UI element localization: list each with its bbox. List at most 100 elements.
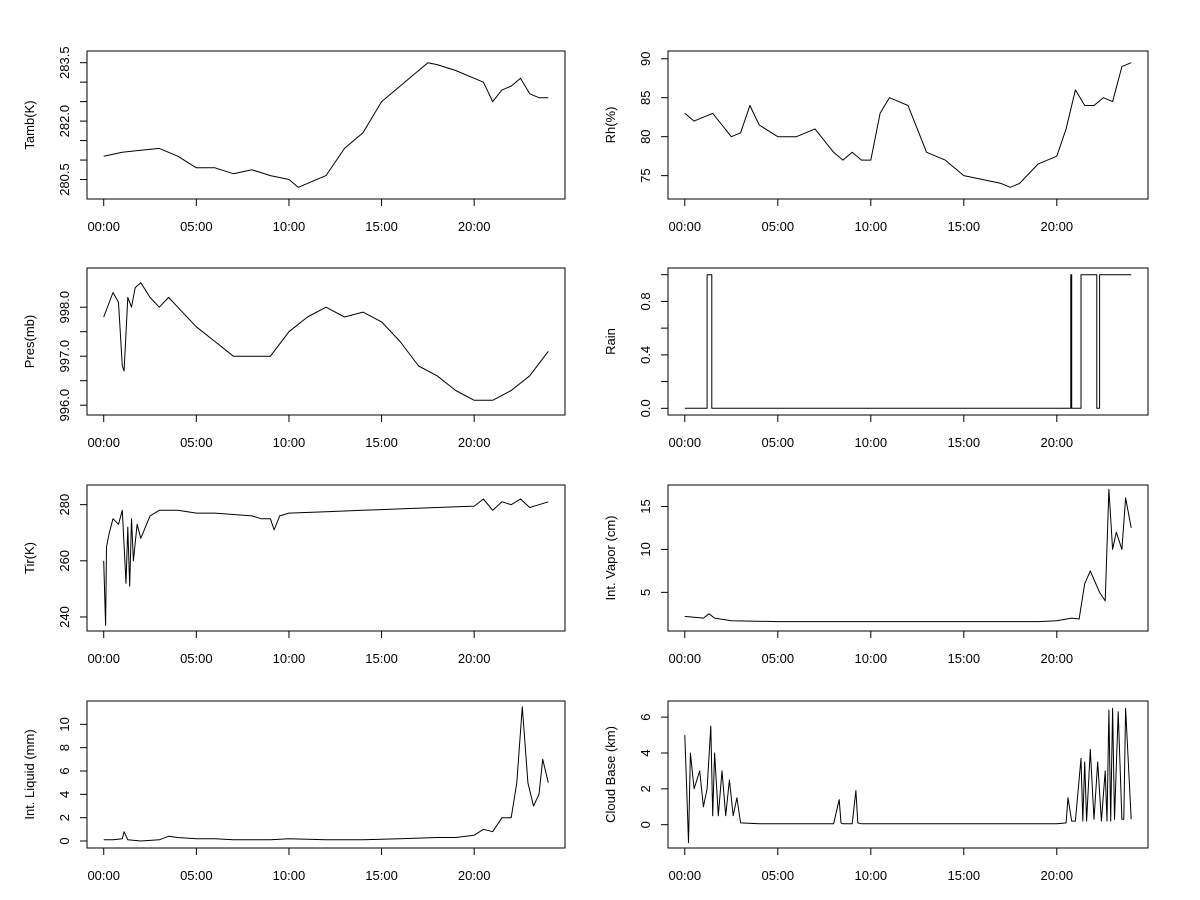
chart-panel-7: 00:00 05:00 10:00 15:00 20:00 0 2 4 6 8 10 Int. Liq… bbox=[22, 700, 566, 883]
x-tick-label: 05:00 bbox=[762, 651, 795, 666]
x-tick-label: 20:00 bbox=[458, 868, 491, 883]
x-tick-label: 10:00 bbox=[855, 868, 888, 883]
x-tick-label: 20:00 bbox=[458, 651, 491, 666]
x-tick-label: 00:00 bbox=[87, 868, 120, 883]
x-tick-label: 00:00 bbox=[87, 651, 120, 666]
y-tick-label: 997.0 bbox=[57, 340, 72, 373]
plot-frame bbox=[86, 484, 566, 632]
y-tick-label: 75 bbox=[638, 168, 653, 182]
y-tick-label: 5 bbox=[638, 589, 653, 596]
x-tick-label: 00:00 bbox=[669, 868, 702, 883]
x-tick-label: 20:00 bbox=[1041, 435, 1074, 450]
x-tick-label: 05:00 bbox=[180, 651, 213, 666]
x-tick-label: 15:00 bbox=[365, 651, 398, 666]
plot-frame bbox=[667, 267, 1149, 416]
x-tick-label: 20:00 bbox=[1041, 651, 1074, 666]
y-tick-label: 0.8 bbox=[638, 292, 653, 310]
y-tick-label: 10 bbox=[638, 542, 653, 556]
y-tick-label: 90 bbox=[638, 52, 653, 66]
x-tick-label: 00:00 bbox=[87, 219, 120, 234]
x-tick-label: 10:00 bbox=[855, 651, 888, 666]
series-line bbox=[684, 488, 1132, 623]
y-tick-label: 0 bbox=[57, 837, 72, 844]
series-line bbox=[684, 707, 1132, 844]
y-axis-label: Int. Vapor (cm) bbox=[603, 515, 618, 600]
x-tick-label: 20:00 bbox=[1041, 219, 1074, 234]
y-tick-label: 8 bbox=[57, 744, 72, 751]
y-tick-label: 2 bbox=[57, 814, 72, 821]
x-tick-label: 15:00 bbox=[365, 435, 398, 450]
y-axis-label: Tir(K) bbox=[22, 542, 37, 574]
x-tick-label: 05:00 bbox=[762, 219, 795, 234]
chart-panel-8: 00:00 05:00 10:00 15:00 20:00 0 2 4 6 Cloud Base … bbox=[603, 700, 1149, 883]
series-line bbox=[684, 274, 1132, 409]
plot-frame bbox=[86, 50, 566, 200]
y-tick-label: 0 bbox=[638, 821, 653, 828]
y-tick-label: 0.0 bbox=[638, 399, 653, 417]
x-tick-label: 15:00 bbox=[365, 219, 398, 234]
plot-frame bbox=[667, 484, 1149, 632]
series-line bbox=[103, 498, 549, 626]
x-tick-label: 10:00 bbox=[855, 219, 888, 234]
chart-panel-1: 00:00 05:00 10:00 15:00 20:00 280.5 282.0 283.5… bbox=[22, 46, 566, 234]
plot-frame bbox=[86, 700, 566, 849]
x-tick-label: 15:00 bbox=[948, 651, 981, 666]
x-tick-label: 10:00 bbox=[273, 219, 306, 234]
y-tick-label: 283.5 bbox=[57, 46, 72, 79]
x-tick-label: 15:00 bbox=[948, 435, 981, 450]
y-tick-label: 4 bbox=[57, 791, 72, 798]
x-tick-label: 10:00 bbox=[273, 868, 306, 883]
y-tick-label: 6 bbox=[57, 767, 72, 774]
y-tick-label: 15 bbox=[638, 499, 653, 513]
x-tick-label: 00:00 bbox=[87, 435, 120, 450]
x-tick-label: 00:00 bbox=[669, 219, 702, 234]
x-tick-label: 15:00 bbox=[948, 219, 981, 234]
y-axis-label: Tamb(K) bbox=[22, 100, 37, 149]
series-line bbox=[684, 62, 1132, 188]
series-line bbox=[103, 282, 549, 401]
x-tick-label: 20:00 bbox=[458, 435, 491, 450]
x-tick-label: 20:00 bbox=[458, 219, 491, 234]
plot-frame bbox=[86, 267, 566, 416]
y-tick-label: 260 bbox=[57, 550, 72, 572]
x-tick-label: 00:00 bbox=[669, 651, 702, 666]
y-tick-label: 6 bbox=[638, 714, 653, 721]
y-axis-label: Pres(mb) bbox=[22, 315, 37, 368]
y-axis-label: Rain bbox=[603, 328, 618, 355]
y-tick-label: 4 bbox=[638, 749, 653, 756]
x-tick-label: 15:00 bbox=[365, 868, 398, 883]
y-tick-label: 85 bbox=[638, 91, 653, 105]
y-axis-label: Int. Liquid (mm) bbox=[22, 729, 37, 819]
series-line bbox=[103, 62, 549, 188]
x-tick-label: 20:00 bbox=[1041, 868, 1074, 883]
x-tick-label: 10:00 bbox=[855, 435, 888, 450]
x-tick-label: 10:00 bbox=[273, 435, 306, 450]
x-tick-label: 05:00 bbox=[180, 868, 213, 883]
x-tick-label: 15:00 bbox=[948, 868, 981, 883]
x-tick-label: 10:00 bbox=[273, 651, 306, 666]
chart-panel-6: 00:00 05:00 10:00 15:00 20:00 5 10 15 Int. Vapor… bbox=[603, 484, 1149, 666]
y-tick-label: 996.0 bbox=[57, 389, 72, 422]
y-tick-label: 282.0 bbox=[57, 105, 72, 138]
y-tick-label: 80 bbox=[638, 129, 653, 143]
y-tick-label: 240 bbox=[57, 606, 72, 628]
x-tick-label: 05:00 bbox=[762, 435, 795, 450]
y-axis-label: Cloud Base (km) bbox=[603, 726, 618, 823]
chart-panel-4: 00:00 05:00 10:00 15:00 20:00 0.0 0.4 0.8 Rain bbox=[603, 267, 1149, 450]
y-tick-label: 2 bbox=[638, 785, 653, 792]
chart-panel-3: 00:00 05:00 10:00 15:00 20:00 996.0 997.0 998.0… bbox=[22, 267, 566, 450]
y-tick-label: 0.4 bbox=[638, 346, 653, 364]
y-tick-label: 10 bbox=[57, 717, 72, 731]
chart-panel-5: 00:00 05:00 10:00 15:00 20:00 240 260 280 Tir(K) bbox=[22, 484, 566, 666]
x-tick-label: 05:00 bbox=[180, 435, 213, 450]
y-tick-label: 280 bbox=[57, 494, 72, 516]
x-tick-label: 00:00 bbox=[669, 435, 702, 450]
x-tick-label: 05:00 bbox=[762, 868, 795, 883]
y-tick-label: 280.5 bbox=[57, 163, 72, 196]
chart-panel-2: 00:00 05:00 10:00 15:00 20:00 75 80 85 90 Rh(%) bbox=[603, 50, 1149, 234]
y-axis-label: Rh(%) bbox=[603, 107, 618, 144]
plot-frame bbox=[667, 50, 1149, 200]
series-line bbox=[103, 706, 549, 842]
plot-frame bbox=[667, 700, 1149, 849]
